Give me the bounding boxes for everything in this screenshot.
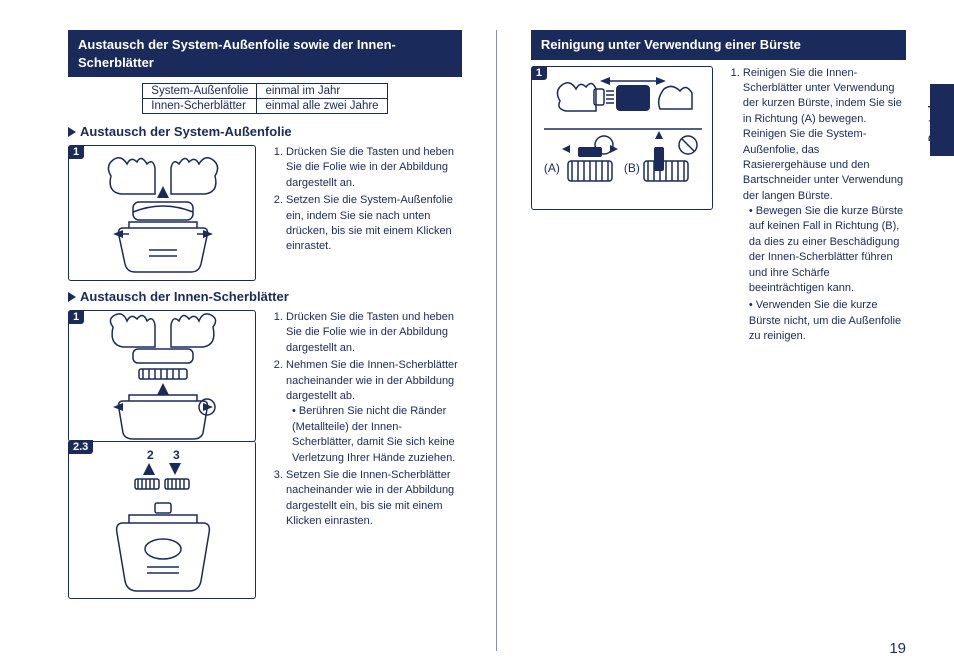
blade-label-2: 2 [147,448,154,462]
replacement-interval-table: System-Außenfolie einmal im Jahr Innen-S… [142,83,387,114]
step-text: Reinigen Sie die Innen-Scherblätter unte… [743,67,903,202]
figure-number: 1 [68,145,84,159]
right-column: Reinigung unter Verwendung einer Bürste … [531,30,906,651]
step-item: Nehmen Sie die Innen-Scherblätter nachei… [286,358,462,466]
left-column: Austausch der System-Außenfolie sowie de… [68,30,462,651]
subheading-text: Austausch der System-Außenfolie [80,124,292,139]
section-title-cleaning: Reinigung unter Verwendung einer Bürste [531,30,906,60]
step-item: Drücken Sie die Tasten und heben Sie die… [286,145,462,191]
step-item: Setzen Sie die System-Außenfolie ein, in… [286,193,462,255]
language-label: Deutsch [927,102,938,141]
table-row: Innen-Scherblätter einmal alle zwei Jahr… [143,99,387,114]
table-cell: einmal alle zwei Jahre [257,99,387,114]
cleaning-row: 1 [531,66,906,347]
column-divider [496,30,497,651]
figure-blades-insert: 2.3 2 3 [68,441,256,599]
bullet-item: Berühren Sie nicht die Ränder (Metalltei… [292,404,462,466]
table-row: System-Außenfolie einmal im Jahr [143,84,387,99]
page-content: Austausch der System-Außenfolie sowie de… [0,0,954,671]
table-cell: System-Außenfolie [143,84,257,99]
figure-foil-replace: 1 [68,145,256,281]
step-text: Nehmen Sie die Innen-Scherblätter nachei… [286,359,458,402]
figure-number: 2.3 [68,440,93,454]
cleaning-steps: Reinigen Sie die Innen-Scherblätter unte… [727,66,906,345]
subheading-inner-blades: Austausch der Innen-Scherblätter [68,289,462,304]
triangle-icon [68,127,76,137]
page-number: 19 [889,640,906,657]
blades-steps: Drücken Sie die Tasten und heben Sie die… [270,310,462,529]
table-cell: einmal im Jahr [257,84,387,99]
foil-steps: Drücken Sie die Tasten und heben Sie die… [270,145,462,255]
step-item: Setzen Sie die Innen-Scherblätter nachei… [286,468,462,530]
section-title-replace: Austausch der System-Außenfolie sowie de… [68,30,462,77]
step-item: Drücken Sie die Tasten und heben Sie die… [286,310,462,356]
cleaning-bullets: Bewegen Sie die kurze Bürste auf keinen … [743,204,906,345]
table-cell: Innen-Scherblätter [143,99,257,114]
blade-label-3: 3 [173,448,180,462]
figure-blades-remove: 1 [68,310,256,442]
subheading-text: Austausch der Innen-Scherblätter [80,289,289,304]
foil-replace-row: 1 [68,145,462,281]
figure-number: 1 [531,66,547,80]
step-sub-bullets: Berühren Sie nicht die Ränder (Metalltei… [286,404,462,466]
figure-cleaning: 1 [531,66,713,210]
label-a: (A) [544,161,560,175]
subheading-outer-foil: Austausch der System-Außenfolie [68,124,462,139]
label-b: (B) [624,161,640,175]
figure-number: 1 [68,310,84,324]
blades-replace-row: 1 2.3 [68,310,462,599]
bullet-item: Verwenden Sie die kurze Bürste nicht, um… [749,298,906,344]
step-item: Reinigen Sie die Innen-Scherblätter unte… [743,66,906,345]
bullet-item: Bewegen Sie die kurze Bürste auf keinen … [749,204,906,296]
triangle-icon [68,292,76,302]
